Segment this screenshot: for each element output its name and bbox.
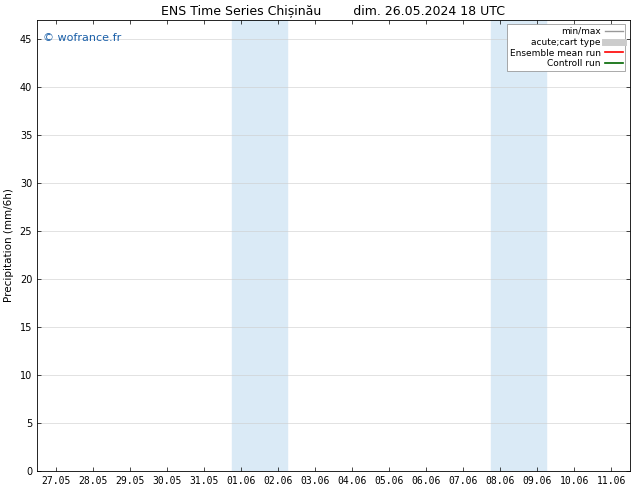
Legend: min/max, acute;cart type, Ensemble mean run, Controll run: min/max, acute;cart type, Ensemble mean …: [507, 24, 625, 71]
Text: © wofrance.fr: © wofrance.fr: [43, 33, 121, 43]
Bar: [231, 20, 287, 471]
Title: ENS Time Series Chișinău        dim. 26.05.2024 18 UTC: ENS Time Series Chișinău dim. 26.05.2024…: [162, 4, 505, 17]
Bar: [491, 20, 547, 471]
Y-axis label: Precipitation (mm/6h): Precipitation (mm/6h): [4, 189, 14, 302]
